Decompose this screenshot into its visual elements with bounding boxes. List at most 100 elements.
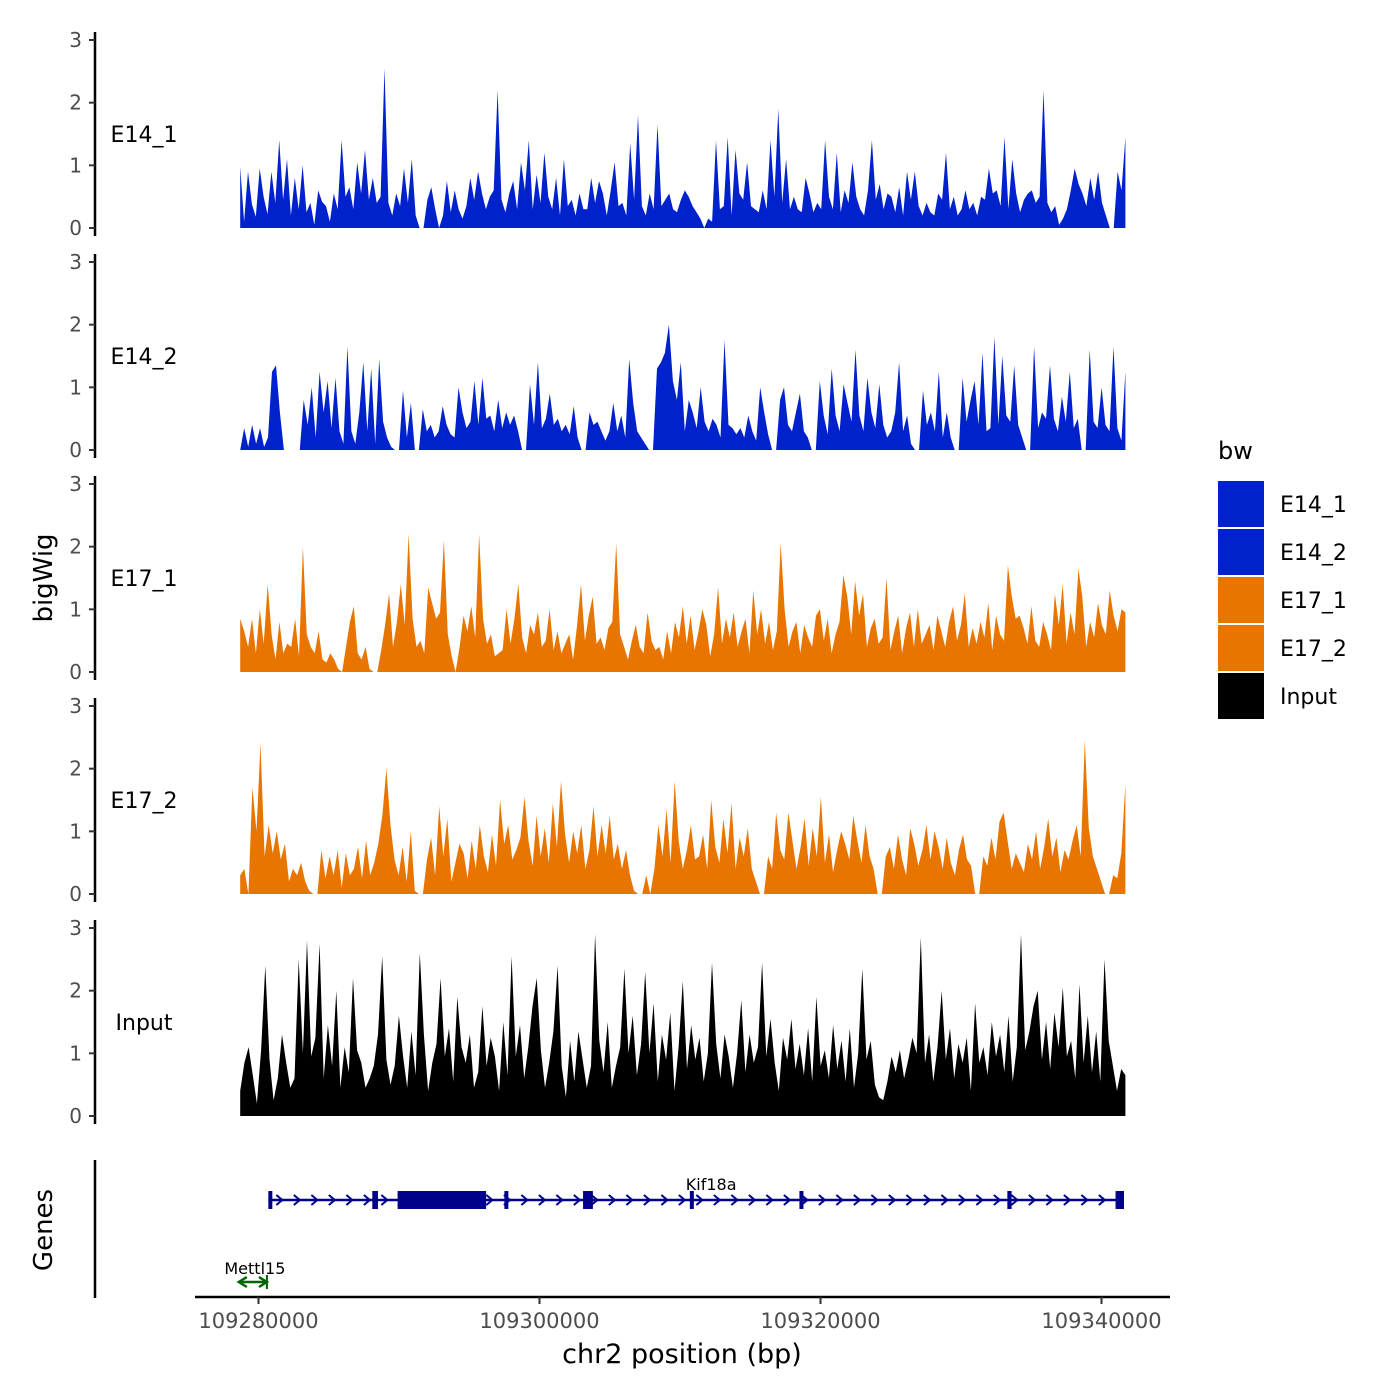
strand-arrow	[923, 1194, 932, 1206]
y-tick-label: 3	[69, 250, 82, 274]
series-area-E17_1	[240, 534, 1126, 672]
y-tick-label: 3	[69, 916, 82, 940]
strand-arrow	[363, 1194, 372, 1206]
strand-arrow	[905, 1194, 914, 1206]
strand-arrow	[608, 1194, 617, 1206]
series-area-E17_2	[240, 740, 1126, 894]
strand-arrow	[1098, 1194, 1107, 1206]
strand-arrow	[1080, 1194, 1089, 1206]
strand-arrow	[818, 1194, 827, 1206]
gene-exon	[504, 1191, 509, 1209]
y-tick-label: 0	[69, 660, 82, 684]
strand-arrow	[380, 1194, 389, 1206]
y-tick-label: 2	[69, 757, 82, 781]
y-tick-label: 0	[69, 216, 82, 240]
gene-exon	[397, 1191, 487, 1209]
track-label: E17_1	[111, 567, 178, 592]
track-label: E14_2	[111, 345, 178, 370]
strand-arrow	[660, 1194, 669, 1206]
gene-exon	[583, 1191, 593, 1209]
track-E14_2: 0 1 2 3 E14_2	[69, 250, 1126, 462]
y-tick-label: 3	[69, 694, 82, 718]
strand-arrow	[1063, 1194, 1072, 1206]
y-tick-label: 1	[69, 819, 82, 843]
legend-title: bw	[1218, 437, 1253, 465]
strand-arrow	[538, 1194, 547, 1206]
x-axis: 109280000 109300000 109320000 109340000	[195, 1295, 1170, 1333]
strand-arrow	[573, 1194, 582, 1206]
strand-arrow	[975, 1194, 984, 1206]
strand-arrow	[625, 1194, 634, 1206]
gene-label: Kif18a	[686, 1175, 737, 1194]
y-tick-label: 1	[69, 597, 82, 621]
track-label: E14_1	[111, 123, 178, 148]
legend-label: E17_1	[1280, 589, 1347, 614]
strand-arrow	[293, 1194, 302, 1206]
strand-arrow	[345, 1194, 354, 1206]
track-E14_1: 0 1 2 3 E14_1	[69, 28, 1126, 240]
legend-label: E14_1	[1280, 493, 1347, 518]
track-E17_1: 0 1 2 3 E17_1	[69, 472, 1126, 684]
strand-arrow	[730, 1194, 739, 1206]
genes-axis-title: Genes	[29, 1189, 59, 1271]
strand-arrow	[643, 1194, 652, 1206]
y-tick-label: 3	[69, 28, 82, 52]
x-tick-label: 109340000	[1041, 1309, 1161, 1333]
x-tick-label: 109280000	[198, 1309, 318, 1333]
x-tick-label: 109300000	[479, 1309, 599, 1333]
strand-arrow	[678, 1194, 687, 1206]
legend-swatch-E14_2	[1218, 529, 1264, 575]
gene-exon	[268, 1191, 273, 1209]
legend-label: E17_2	[1280, 637, 1347, 662]
gene-exon	[372, 1191, 378, 1209]
strand-arrow	[958, 1194, 967, 1206]
track-label: Input	[116, 1011, 173, 1036]
gene-exon	[799, 1191, 804, 1209]
strand-arrow	[310, 1194, 319, 1206]
legend-swatch-E14_1	[1218, 481, 1264, 527]
y-tick-label: 0	[69, 1104, 82, 1128]
y-tick-label: 2	[69, 979, 82, 1003]
strand-arrow	[765, 1194, 774, 1206]
strand-arrow	[555, 1194, 564, 1206]
gene-exon	[1007, 1191, 1012, 1209]
strand-arrow	[520, 1194, 529, 1206]
legend-label: E14_2	[1280, 541, 1347, 566]
strand-arrow	[695, 1194, 704, 1206]
genes-panel: Kif18a Mettl15	[93, 1160, 1124, 1298]
strand-arrow	[888, 1194, 897, 1206]
y-axis-title: bigWig	[29, 533, 59, 622]
y-tick-label: 2	[69, 535, 82, 559]
strand-arrow	[835, 1194, 844, 1206]
y-tick-label: 3	[69, 472, 82, 496]
x-tick-label: 109320000	[760, 1309, 880, 1333]
legend: bw E14_1 E14_2 E17_1 E17_2 Input	[1218, 437, 1347, 719]
legend-swatch-E17_1	[1218, 577, 1264, 623]
gene-Mettl15: Mettl15	[224, 1259, 285, 1289]
y-tick-label: 1	[69, 375, 82, 399]
strand-arrow	[748, 1194, 757, 1206]
y-tick-label: 1	[69, 153, 82, 177]
legend-swatch-Input	[1218, 673, 1264, 719]
track-label: E17_2	[111, 789, 178, 814]
y-tick-label: 2	[69, 91, 82, 115]
track-E17_2: 0 1 2 3 E17_2	[69, 694, 1126, 906]
strand-arrow	[993, 1194, 1002, 1206]
gene-label: Mettl15	[224, 1259, 285, 1278]
strand-arrow	[870, 1194, 879, 1206]
strand-arrow	[275, 1194, 284, 1206]
gene-Kif18a: Kif18a	[268, 1175, 1124, 1209]
y-tick-label: 0	[69, 882, 82, 906]
strand-arrow	[590, 1194, 599, 1206]
strand-arrow	[236, 1275, 248, 1289]
tracks-layer: 0 1 2 3 E14_1 0 1 2 3 E14_2 0 1 2 3 E17_1 0 1 2 3 E17_2 0 1 2 3…	[69, 28, 1126, 1128]
gene-exon	[1115, 1191, 1124, 1209]
strand-arrow	[940, 1194, 949, 1206]
legend-label: Input	[1280, 685, 1337, 710]
y-tick-label: 2	[69, 313, 82, 337]
y-tick-label: 0	[69, 438, 82, 462]
strand-arrow	[853, 1194, 862, 1206]
strand-arrow	[328, 1194, 337, 1206]
